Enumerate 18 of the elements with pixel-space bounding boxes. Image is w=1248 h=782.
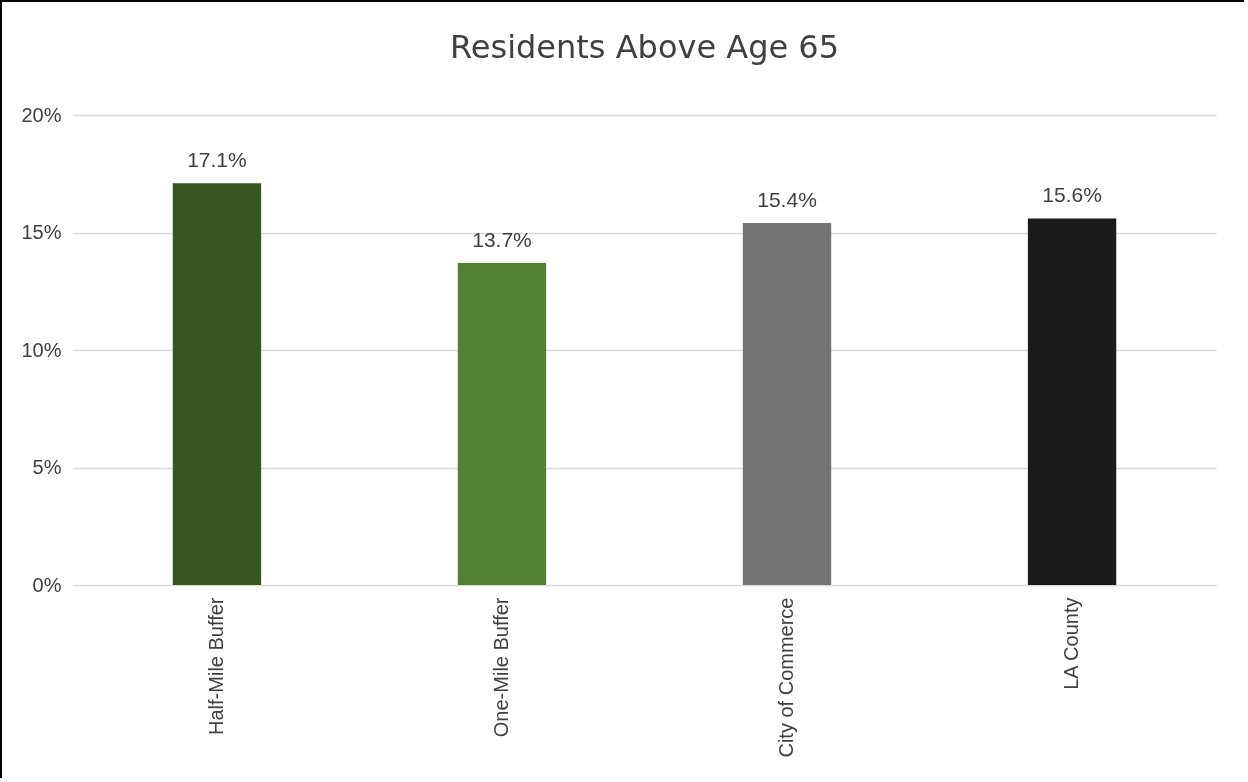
bar <box>172 183 262 585</box>
data-label: 15.6% <box>1042 183 1102 207</box>
y-tick-label: 20% <box>21 103 62 126</box>
y-tick-label: 15% <box>21 221 62 243</box>
y-tick-label: 0% <box>32 573 62 596</box>
data-label: 13.7% <box>472 228 532 252</box>
x-tick-label: City of Commerce <box>775 597 798 758</box>
y-tick-label: 10% <box>21 338 62 361</box>
y-tick-label: 5% <box>32 456 62 478</box>
data-label: 15.4% <box>757 188 817 212</box>
chart-title: Residents Above Age 65 <box>449 28 840 66</box>
bar <box>742 223 832 585</box>
x-tick-label: Half-Mile Buffer <box>204 597 227 735</box>
data-label: 17.1% <box>187 148 247 172</box>
x-tick-label: One-Mile Buffer <box>489 597 512 738</box>
bar <box>1027 218 1117 585</box>
x-tick-label: LA County <box>1060 597 1083 690</box>
bar <box>457 263 547 585</box>
